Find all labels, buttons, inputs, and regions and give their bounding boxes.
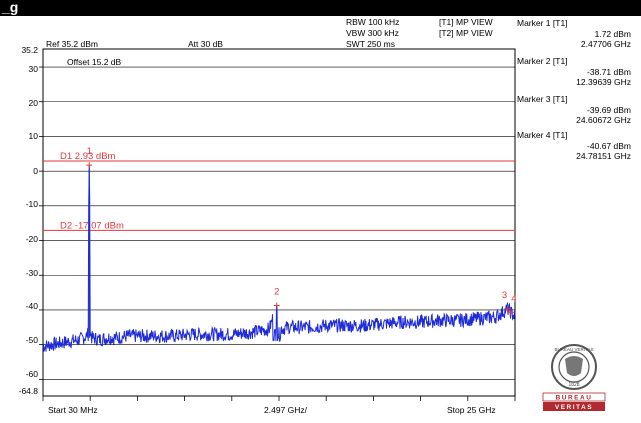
marker-number: 1 <box>87 146 92 157</box>
x-start-label: Start 30 MHz <box>48 405 98 415</box>
marker-level: -40.67 dBm <box>587 140 631 151</box>
bureau-veritas-logo: BUREAU VERITAS 1828 BUREAU VERITAS <box>539 343 609 415</box>
y-tick-label: -40 <box>25 301 38 311</box>
x-axis-ticks <box>42 396 516 401</box>
marker-readout-2: Marker 2 [T1] -38.71 dBm 12.39639 GHz <box>517 56 631 88</box>
trace1-mode-label: [T1] MP VIEW <box>439 17 493 27</box>
y-tick-label: 10 <box>28 131 38 141</box>
marker-name: Marker 4 [T1] <box>517 130 568 140</box>
marker-frequency: 12.39639 GHz <box>576 77 631 87</box>
x-division-label: 2.497 GHz/ <box>264 405 307 415</box>
spectrum-trace <box>42 169 516 352</box>
marker-name: Marker 2 [T1] <box>517 56 568 66</box>
display-line-label: D1 2.93 dBm <box>60 151 116 162</box>
logo-seal-text: BUREAU VERITAS <box>555 347 594 352</box>
marker-frequency: 2.47706 GHz <box>580 39 631 49</box>
y-tick-label: 0 <box>33 166 38 176</box>
y-tick-label: -60 <box>25 369 38 379</box>
marker-number: 3 <box>502 290 507 301</box>
marker-readout-4: Marker 4 [T1] -40.67 dBm 24.78151 GHz <box>517 130 631 162</box>
y-tick-label: 20 <box>28 98 38 108</box>
y-tick-label: -30 <box>25 268 38 278</box>
display-line-label: D2 -17.07 dBm <box>60 220 124 231</box>
marker-frequency: 24.78151 GHz <box>576 151 631 161</box>
display-lines: D1 2.93 dBm D2 -17.07 dBm <box>43 151 515 231</box>
marker-name: Marker 1 [T1] <box>517 18 568 28</box>
marker-level: 1.72 dBm <box>594 28 631 39</box>
marker-number: 2 <box>274 286 279 297</box>
marker-number: 4 <box>511 293 516 304</box>
marker-level: -38.71 dBm <box>587 66 631 77</box>
y-axis-top-label: 35.2 <box>21 45 38 55</box>
window-title-bar: _g <box>0 0 641 16</box>
offset-label: Offset 15.2 dB <box>67 57 122 67</box>
swt-label: SWT 250 ms <box>346 39 395 49</box>
window-title: _g <box>2 0 19 15</box>
logo-year: 1828 <box>568 382 579 388</box>
y-tick-label: -20 <box>25 234 38 244</box>
marker-readout-3: Marker 3 [T1] -39.69 dBm 24.60672 GHz <box>517 94 631 126</box>
ref-level-label: Ref 35.2 dBm <box>46 39 98 49</box>
marker-level: -39.69 dBm <box>587 104 631 115</box>
vbw-label: VBW 300 kHz <box>346 28 399 38</box>
grid-lines <box>43 66 515 380</box>
marker-readout-1: Marker 1 [T1] 1.72 dBm 2.47706 GHz <box>517 18 631 50</box>
y-tick-label: 30 <box>28 64 38 74</box>
marker-name: Marker 3 [T1] <box>517 94 568 104</box>
y-axis-ticks <box>39 66 43 380</box>
trace2-mode-label: [T2] MP VIEW <box>439 28 493 38</box>
y-tick-label: -50 <box>25 335 38 345</box>
x-stop-label: Stop 25 GHz <box>447 405 496 415</box>
logo-band-top: BUREAU <box>556 395 593 402</box>
y-tick-label: -10 <box>25 199 38 209</box>
rbw-label: RBW 100 kHz <box>346 17 400 27</box>
y-axis-bottom-label: -64.8 <box>18 386 38 396</box>
logo-band-bottom: VERITAS <box>555 404 593 411</box>
marker-glyphs: 1 2 3 4 <box>86 146 517 338</box>
attenuation-label: Att 30 dB <box>188 39 223 49</box>
marker-frequency: 24.60672 GHz <box>576 115 631 125</box>
